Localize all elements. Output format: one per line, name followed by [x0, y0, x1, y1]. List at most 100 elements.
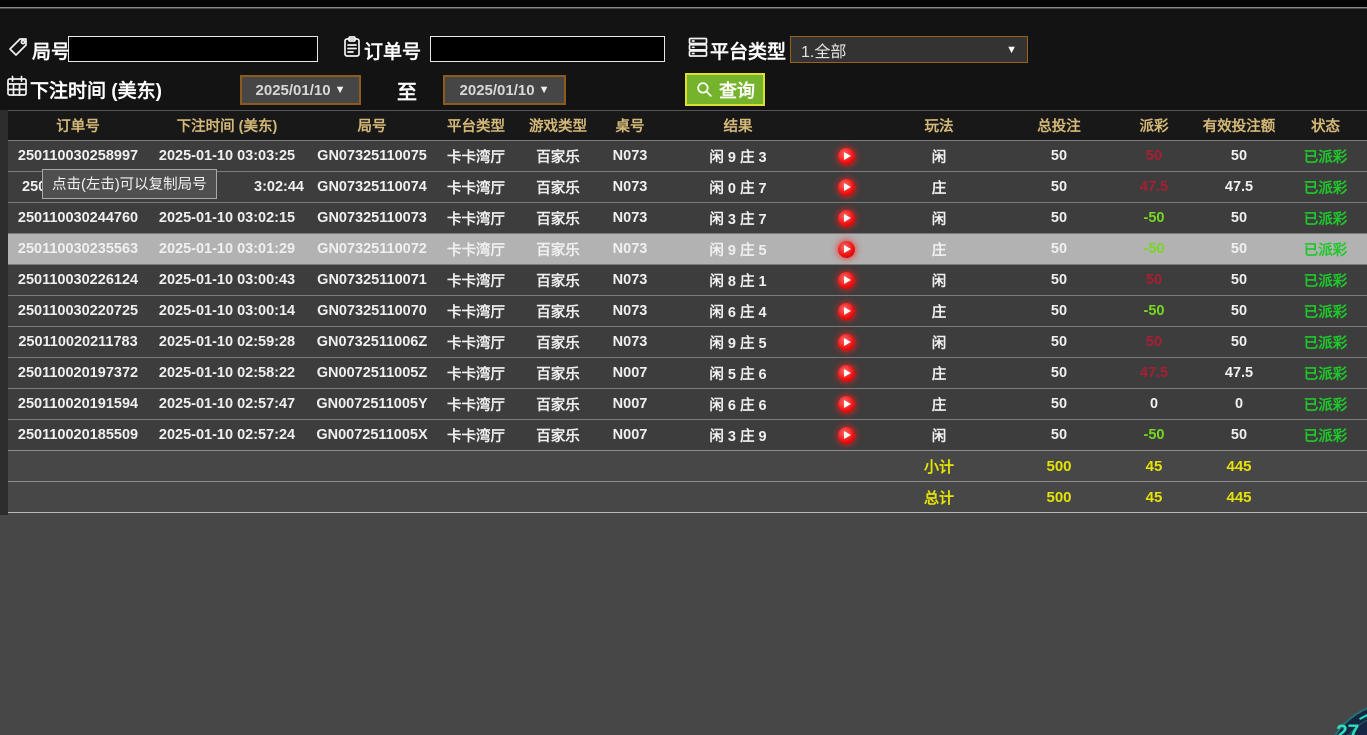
total-bet-cell: 50 [1050, 365, 1068, 381]
order-cell: 250110030244760 [17, 210, 139, 226]
date-from-picker[interactable]: 2025/01/10 ▼ [240, 75, 361, 105]
widget-badge: 27 [1336, 721, 1360, 735]
table-row[interactable]: 250110020197372 2025-01-10 02:58:22 GN0072… [8, 357, 1367, 389]
subtotal-payout: 45 [1145, 457, 1163, 475]
subtotal-total-bet: 500 [1046, 457, 1072, 475]
platform-cell: 卡卡湾厅 [447, 397, 505, 414]
order-cell: 250110020197372 [17, 365, 139, 381]
order-cell: 250110030220725 [17, 303, 139, 319]
table-row[interactable]: 250110020191594 2025-01-10 02:57:47 GN0072… [8, 388, 1367, 420]
to-label: 至 [397, 82, 417, 104]
table-row[interactable]: 250110030235563 2025-01-10 03:01:29 GN0732… [8, 233, 1367, 265]
order-cell: 250110020211783 [18, 334, 138, 350]
play-cell: 闲 [931, 149, 947, 166]
order-cell: 250110030258997 [17, 148, 139, 164]
play-video-icon[interactable] [837, 364, 855, 382]
order-cell: 250110030235563 [17, 241, 139, 257]
game-no-cell[interactable]: GN0072511005Z [316, 365, 428, 381]
game-no-cell[interactable]: GN0732511006Z [316, 334, 428, 350]
game-no-cell[interactable]: GN0072511005Y [316, 396, 428, 412]
table-row[interactable]: 250110030226124 2025-01-10 03:00:43 GN0732… [8, 264, 1367, 296]
play-video-icon[interactable] [837, 240, 855, 258]
play-video-icon[interactable] [837, 333, 855, 351]
play-cell: 庄 [931, 304, 947, 321]
valid-bet-cell: 50 [1230, 303, 1248, 319]
result-cell: 闲 9 庄 5 [709, 335, 767, 352]
play-cell: 庄 [931, 397, 947, 414]
order-no-input[interactable] [430, 36, 665, 62]
valid-bet-cell: 47.5 [1224, 179, 1254, 195]
result-cell: 闲 3 庄 7 [709, 211, 767, 228]
game-no-cell[interactable]: GN07325110071 [317, 272, 427, 288]
floating-widget[interactable]: 27 [1322, 701, 1367, 735]
valid-bet-cell: 50 [1230, 427, 1248, 443]
time-cell: 2025-01-10 03:00:14 [158, 303, 296, 319]
payout-cell: 0 [1149, 396, 1159, 412]
date-to-value: 2025/01/10 [459, 81, 535, 99]
replay-cell [818, 296, 874, 327]
game-no-cell[interactable]: GN07325110070 [317, 303, 427, 319]
game-no-cell[interactable]: GN0072511005X [316, 427, 428, 443]
play-video-icon[interactable] [837, 271, 855, 289]
play-video-icon[interactable] [837, 426, 855, 444]
status-cell: 已派彩 [1303, 304, 1348, 321]
search-icon [697, 82, 712, 97]
game-type-cell: 百家乐 [536, 428, 580, 445]
game-type-cell: 百家乐 [536, 335, 580, 352]
game-no-cell[interactable]: GN07325110074 [317, 179, 427, 195]
replay-cell [818, 420, 874, 451]
game-no-cell[interactable]: GN07325110075 [317, 148, 427, 164]
replay-cell [818, 172, 874, 203]
game-no-cell[interactable]: GN07325110073 [317, 210, 427, 226]
order-cell: 250110020191594 [17, 396, 139, 412]
replay-cell [818, 234, 874, 265]
replay-cell [818, 265, 874, 296]
table-no-cell: N073 [612, 179, 648, 195]
game-type-cell: 百家乐 [536, 180, 580, 197]
play-video-icon[interactable] [837, 302, 855, 320]
table-row[interactable]: 250110020185509 2025-01-10 02:57:24 GN0072… [8, 419, 1367, 451]
platform-cell: 卡卡湾厅 [447, 428, 505, 445]
result-cell: 闲 8 庄 1 [709, 273, 767, 290]
play-video-icon[interactable] [837, 395, 855, 413]
total-bet-cell: 50 [1050, 241, 1068, 257]
total-row: 总计 500 45 445 [8, 481, 1367, 513]
date-to-picker[interactable]: 2025/01/10 ▼ [443, 75, 566, 105]
order-cell: 250110020185509 [17, 427, 139, 443]
table-body: 250110030258997 2025-01-10 03:03:25 GN0732… [8, 140, 1367, 451]
status-cell: 已派彩 [1303, 428, 1348, 445]
bet-records-table: 订单号 下注时间 (美东) 局号 平台类型 游戏类型 桌号 结果 玩法 总投注 … [8, 110, 1367, 513]
table-no-cell: N073 [612, 272, 648, 288]
col-platform: 平台类型 [447, 119, 505, 135]
game-no-cell[interactable]: GN07325110072 [317, 241, 427, 257]
play-cell: 闲 [931, 273, 947, 290]
play-video-icon[interactable] [837, 178, 855, 196]
subtotal-label: 小计 [923, 458, 954, 476]
table-no-cell: N007 [612, 427, 648, 443]
platform-cell: 卡卡湾厅 [447, 304, 505, 321]
time-cell: 2025-01-10 02:57:47 [158, 396, 296, 412]
table-row[interactable]: 250110020211783 2025-01-10 02:59:28 GN0732… [8, 326, 1367, 358]
valid-bet-cell: 50 [1230, 272, 1248, 288]
total-bet-cell: 50 [1050, 272, 1068, 288]
payout-cell: -50 [1143, 241, 1165, 257]
table-row[interactable]: 250110030258997 2025-01-10 03:03:25 GN0732… [8, 140, 1367, 172]
time-cell: 2025-01-10 02:58:22 [158, 365, 296, 381]
game-no-input[interactable] [68, 36, 318, 62]
play-video-icon[interactable] [837, 147, 855, 165]
table-row[interactable]: 250110030220725 2025-01-10 03:00:14 GN0732… [8, 295, 1367, 327]
play-video-icon[interactable] [837, 209, 855, 227]
replay-cell [818, 203, 874, 234]
table-row[interactable]: 250110030244760 2025-01-10 03:02:15 GN0732… [8, 202, 1367, 234]
total-label: 总计 [923, 489, 954, 507]
status-cell: 已派彩 [1303, 180, 1348, 197]
total-bet-cell: 50 [1050, 334, 1068, 350]
result-cell: 闲 9 庄 5 [709, 242, 767, 259]
platform-cell: 卡卡湾厅 [447, 335, 505, 352]
total-bet-cell: 50 [1050, 148, 1068, 164]
table-no-cell: N073 [612, 210, 648, 226]
platform-type-select[interactable]: 1.全部 ▼ [790, 36, 1028, 63]
col-order-no: 订单号 [56, 119, 100, 135]
query-button[interactable]: 查询 [685, 73, 765, 106]
